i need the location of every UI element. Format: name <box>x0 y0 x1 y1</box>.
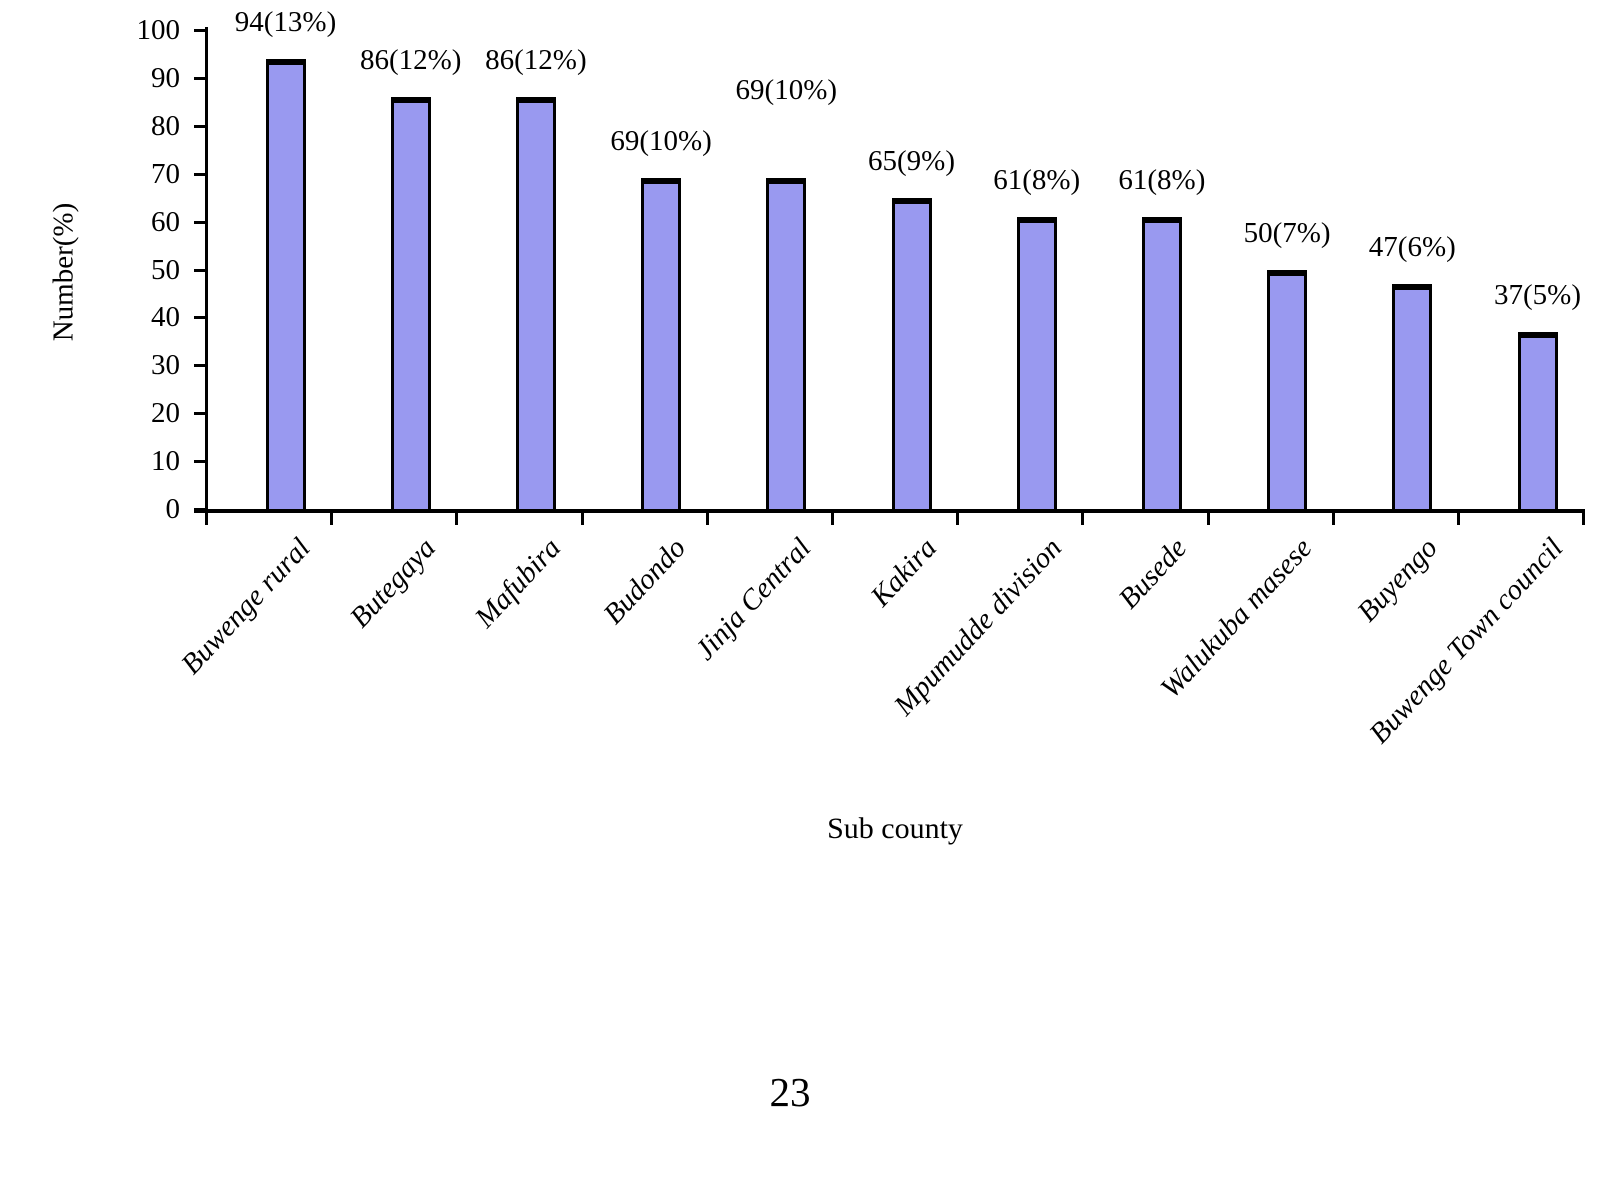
y-tick-label: 60 <box>151 205 180 238</box>
y-tick <box>194 508 206 511</box>
bar-value-label: 86(12%) <box>485 44 587 77</box>
bar <box>1517 331 1558 509</box>
y-tick-label: 0 <box>165 493 181 525</box>
bar-value-label: 94(13%) <box>234 5 337 38</box>
category-label-text: Mafubira <box>469 532 568 634</box>
bar <box>515 97 556 509</box>
y-tick <box>194 364 206 368</box>
category-label-text: Jinja Central <box>689 532 818 667</box>
x-tick <box>1582 512 1586 525</box>
bar-value-label: 61(8%) <box>1118 163 1206 196</box>
x-axis-line <box>194 509 1586 513</box>
bar <box>1392 283 1433 509</box>
y-tick <box>194 172 206 176</box>
category-label-text: Busede <box>1112 532 1194 616</box>
y-tick <box>194 220 206 224</box>
y-tick <box>194 29 206 32</box>
x-tick <box>831 512 834 525</box>
bar <box>766 178 807 509</box>
category-label-text: Budondo <box>597 532 693 631</box>
y-tick <box>194 412 206 416</box>
y-tick-label: 40 <box>151 301 180 334</box>
y-tick-label: 50 <box>151 253 180 286</box>
category-label-text: Kakira <box>864 532 943 613</box>
y-tick-label: 70 <box>151 157 180 190</box>
x-tick <box>956 512 960 525</box>
bar-value-label: 86(12%) <box>359 44 462 77</box>
x-tick <box>1081 512 1085 525</box>
bar <box>891 197 932 509</box>
bar <box>1016 216 1057 509</box>
bar-value-label: 69(10%) <box>735 74 838 107</box>
category-label-text: Buwenge rural <box>175 532 317 681</box>
bar-value-label: 50(7%) <box>1243 216 1331 249</box>
category-label-text: Buyengo <box>1351 532 1444 629</box>
x-tick <box>1331 512 1335 525</box>
bar <box>390 97 431 509</box>
y-tick-label: 30 <box>151 349 180 382</box>
x-tick <box>330 512 334 525</box>
page-number: 23 <box>769 1069 811 1115</box>
bar <box>641 178 682 509</box>
y-tick-label: 100 <box>136 14 181 46</box>
y-tick <box>194 316 206 320</box>
bar-value-label: 61(8%) <box>993 163 1081 196</box>
bar <box>1141 216 1182 509</box>
x-tick <box>580 512 584 525</box>
x-tick <box>705 512 709 525</box>
x-axis-title: Sub county <box>827 812 963 845</box>
y-tick-label: 90 <box>151 61 180 94</box>
bar <box>1267 269 1308 509</box>
bar-value-label: 47(6%) <box>1368 230 1456 263</box>
bar <box>265 58 306 509</box>
y-tick-label: 20 <box>151 397 180 430</box>
y-tick-label: 80 <box>151 109 180 142</box>
y-tick-label: 10 <box>151 445 180 478</box>
x-tick <box>1206 512 1210 525</box>
x-tick <box>455 512 459 525</box>
bar-value-label: 69(10%) <box>610 125 712 158</box>
y-tick <box>194 76 206 80</box>
category-label-text: Butegaya <box>343 532 443 634</box>
bar-value-label: 37(5%) <box>1494 278 1581 311</box>
x-tick <box>205 512 208 525</box>
y-tick <box>194 124 206 128</box>
bar-value-label: 65(9%) <box>868 144 955 177</box>
y-axis-line <box>205 27 208 513</box>
y-tick <box>194 460 206 464</box>
x-tick <box>1457 512 1460 525</box>
y-tick <box>194 268 206 272</box>
